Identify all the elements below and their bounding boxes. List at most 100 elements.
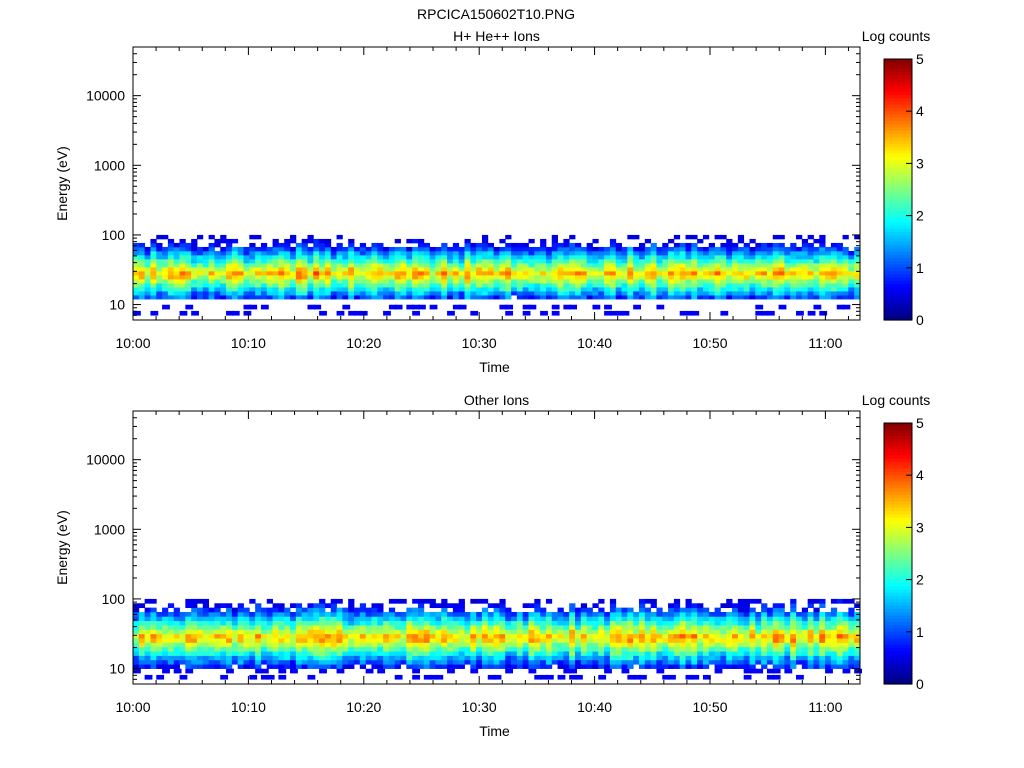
- heatmap-cell: [499, 287, 506, 292]
- colorbar-segment: [884, 576, 912, 581]
- heatmap-cell: [272, 291, 279, 296]
- heatmap-cell: [737, 633, 745, 639]
- heatmap-cell: [633, 651, 640, 656]
- heatmap-cell: [668, 674, 676, 680]
- heatmap-cell: [400, 625, 407, 630]
- heatmap-cell: [429, 304, 438, 310]
- heatmap-cell: [336, 279, 343, 284]
- heatmap-cell: [272, 616, 279, 622]
- heatmap-cell: [708, 279, 715, 284]
- heatmap-cell: [307, 655, 314, 661]
- heatmap-cell: [691, 310, 700, 316]
- heatmap-cell: [732, 279, 739, 284]
- heatmap-cell: [854, 270, 861, 276]
- heatmap-cell: [557, 620, 564, 626]
- heatmap-cell: [220, 620, 227, 626]
- heatmap-cell: [156, 258, 163, 264]
- heatmap-cell: [208, 655, 215, 661]
- heatmap-cell: [237, 287, 244, 292]
- heatmap-cell: [249, 262, 256, 268]
- heatmap-cell: [569, 242, 576, 248]
- heatmap-cell: [819, 279, 826, 284]
- heatmap-cell: [766, 651, 774, 656]
- heatmap-cell: [464, 620, 471, 626]
- heatmap-cell: [476, 246, 483, 252]
- colorbar-segment: [884, 465, 912, 470]
- heatmap-cell: [435, 291, 442, 296]
- heatmap-cell: [406, 254, 413, 260]
- heatmap-cell: [138, 270, 146, 276]
- heatmap-cell: [313, 275, 320, 280]
- heatmap-cell: [836, 655, 843, 661]
- heatmap-cell: [435, 270, 442, 276]
- heatmap-cell: [801, 646, 809, 652]
- heatmap-cell: [214, 258, 221, 264]
- heatmap-cell: [668, 633, 675, 639]
- heatmap-cell: [255, 250, 262, 256]
- colorbar-segment: [884, 524, 912, 528]
- heatmap-cell: [319, 287, 326, 292]
- heatmap-cell: [336, 234, 343, 240]
- heatmap-cell: [138, 625, 146, 630]
- heatmap-cell: [423, 629, 431, 635]
- heatmap-cell: [150, 250, 157, 256]
- heatmap-cell: [563, 642, 570, 648]
- heatmap-cell: [138, 659, 146, 665]
- heatmap-cell: [452, 651, 460, 656]
- heatmap-cell: [836, 258, 843, 264]
- heatmap-cell: [336, 275, 343, 280]
- heatmap-cell: [324, 238, 332, 244]
- heatmap-cell: [423, 646, 431, 652]
- heatmap-cell: [220, 603, 227, 609]
- heatmap-cell: [417, 664, 425, 669]
- heatmap-cell: [429, 279, 436, 284]
- heatmap-cell: [708, 616, 715, 622]
- heatmap-cell: [679, 262, 686, 268]
- heatmap-cell: [708, 275, 715, 280]
- heatmap-cell: [330, 262, 337, 268]
- heatmap-cell: [412, 646, 419, 652]
- heatmap-cell: [790, 262, 797, 268]
- heatmap-cell: [150, 238, 157, 244]
- heatmap-cell: [237, 266, 244, 272]
- heatmap-cell: [540, 607, 547, 613]
- heatmap-cell: [371, 625, 378, 630]
- heatmap-cell: [819, 275, 826, 280]
- heatmap-cell: [621, 659, 628, 665]
- heatmap-cell: [412, 246, 419, 252]
- heatmap-cell: [208, 642, 215, 648]
- heatmap-cell: [790, 283, 797, 288]
- heatmap-cell: [656, 270, 663, 276]
- heatmap-cell: [499, 655, 506, 661]
- heatmap-cell: [726, 270, 733, 276]
- heatmap-cell: [162, 611, 169, 617]
- heatmap-cell: [737, 616, 745, 622]
- heatmap-cell: [243, 304, 252, 310]
- heatmap-cell: [423, 638, 431, 643]
- heatmap-cell: [522, 246, 529, 252]
- heatmap-cell: [766, 616, 774, 622]
- heatmap-cell: [226, 295, 233, 300]
- heatmap-cell: [336, 254, 343, 260]
- heatmap-cell: [516, 254, 524, 260]
- heatmap-cell: [348, 266, 355, 272]
- heatmap-cell: [255, 664, 262, 669]
- heatmap-cell: [336, 646, 343, 652]
- heatmap-cell: [359, 664, 367, 669]
- heatmap-cell: [511, 664, 518, 669]
- heatmap-cell: [609, 238, 617, 244]
- heatmap-cell: [191, 250, 198, 256]
- heatmap-cell: [656, 607, 663, 613]
- heatmap-cell: [336, 629, 343, 635]
- heatmap-cell: [796, 295, 803, 300]
- heatmap-cell: [377, 629, 384, 635]
- heatmap-cell: [458, 642, 465, 648]
- heatmap-cell: [377, 291, 384, 296]
- heatmap-cell: [429, 250, 436, 256]
- heatmap-cell: [290, 246, 297, 252]
- heatmap-cell: [511, 646, 518, 652]
- heatmap-cell: [354, 633, 361, 639]
- heatmap-cell: [545, 254, 553, 260]
- heatmap-cell: [650, 642, 657, 648]
